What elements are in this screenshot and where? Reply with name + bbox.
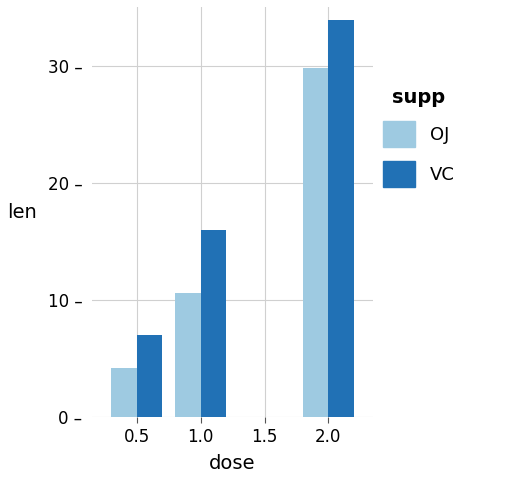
Bar	[303, 68, 328, 417]
Bar	[200, 230, 226, 417]
Legend: OJ, VC: OJ, VC	[376, 81, 462, 194]
Bar	[111, 368, 137, 417]
X-axis label: dose: dose	[209, 454, 256, 473]
Bar	[137, 335, 163, 417]
Bar	[328, 20, 354, 417]
Bar	[175, 293, 200, 417]
Y-axis label: len: len	[7, 203, 37, 222]
